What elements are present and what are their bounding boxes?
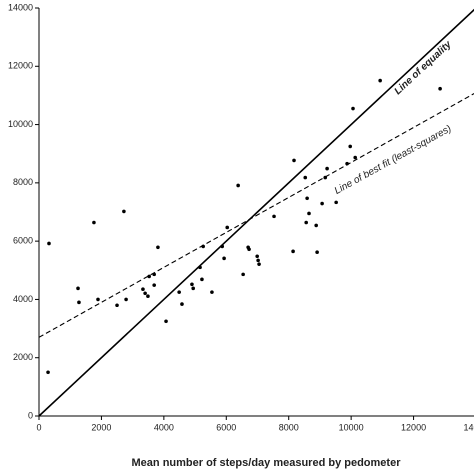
point [210, 290, 214, 294]
point [96, 297, 100, 302]
point [46, 370, 50, 375]
point [147, 274, 151, 279]
point [198, 265, 202, 270]
point [348, 144, 353, 149]
reference-line [38, 8, 474, 417]
point [272, 214, 276, 219]
point [241, 272, 245, 277]
x-tick-label: 12000 [401, 422, 426, 432]
y-tick-label: 12000 [8, 61, 33, 71]
point [191, 286, 195, 291]
x-tick-label: 2000 [91, 422, 111, 432]
point [76, 286, 80, 291]
point [236, 183, 240, 188]
point [122, 209, 126, 214]
point [152, 272, 156, 277]
point [190, 282, 194, 287]
point [304, 220, 308, 225]
point [146, 294, 150, 299]
point [156, 245, 160, 250]
point [378, 78, 382, 83]
point [315, 250, 319, 255]
point [115, 303, 119, 308]
point [438, 86, 442, 91]
point [291, 249, 295, 254]
point [164, 319, 168, 324]
point [305, 196, 309, 201]
y-tick-label: 10000 [8, 119, 33, 129]
point [92, 220, 96, 225]
point [320, 201, 324, 206]
point [353, 155, 358, 160]
point [47, 241, 51, 246]
point [303, 175, 308, 180]
point [247, 247, 251, 252]
point [325, 166, 329, 171]
y-tick-label: 4000 [13, 294, 33, 304]
point [200, 277, 204, 282]
reference-line [38, 93, 474, 338]
point [152, 283, 156, 287]
point [257, 262, 261, 266]
point [177, 290, 181, 294]
point [323, 175, 328, 180]
point [256, 258, 260, 263]
point [345, 161, 349, 166]
y-tick-label: 6000 [13, 236, 33, 246]
point [292, 158, 296, 163]
point [143, 291, 147, 296]
y-tick-label: 0 [28, 410, 33, 420]
x-tick-label: 14000 [463, 422, 474, 432]
point [314, 223, 318, 228]
x-tick-label: 4000 [154, 422, 174, 432]
point [141, 287, 145, 292]
point [222, 256, 226, 261]
point [334, 200, 338, 205]
x-tick-label: 10000 [339, 422, 364, 432]
point [77, 300, 81, 305]
y-tick-label: 14000 [8, 2, 33, 12]
point [351, 106, 355, 111]
x-axis-title: Mean number of steps/day measured by ped… [132, 457, 402, 469]
y-tick-label: 2000 [13, 352, 33, 362]
point [220, 244, 225, 249]
y-tick-label: 8000 [13, 177, 33, 187]
point [124, 297, 128, 302]
point [255, 254, 259, 259]
point [307, 211, 311, 216]
x-tick-label: 0 [36, 422, 41, 432]
x-tick-label: 8000 [279, 422, 299, 432]
annotation: Line of equality [393, 39, 454, 97]
annotation: Line of best fit (least-squares) [333, 123, 454, 196]
point [180, 302, 184, 306]
point [201, 244, 205, 249]
point [225, 225, 230, 230]
x-tick-label: 6000 [216, 422, 236, 432]
